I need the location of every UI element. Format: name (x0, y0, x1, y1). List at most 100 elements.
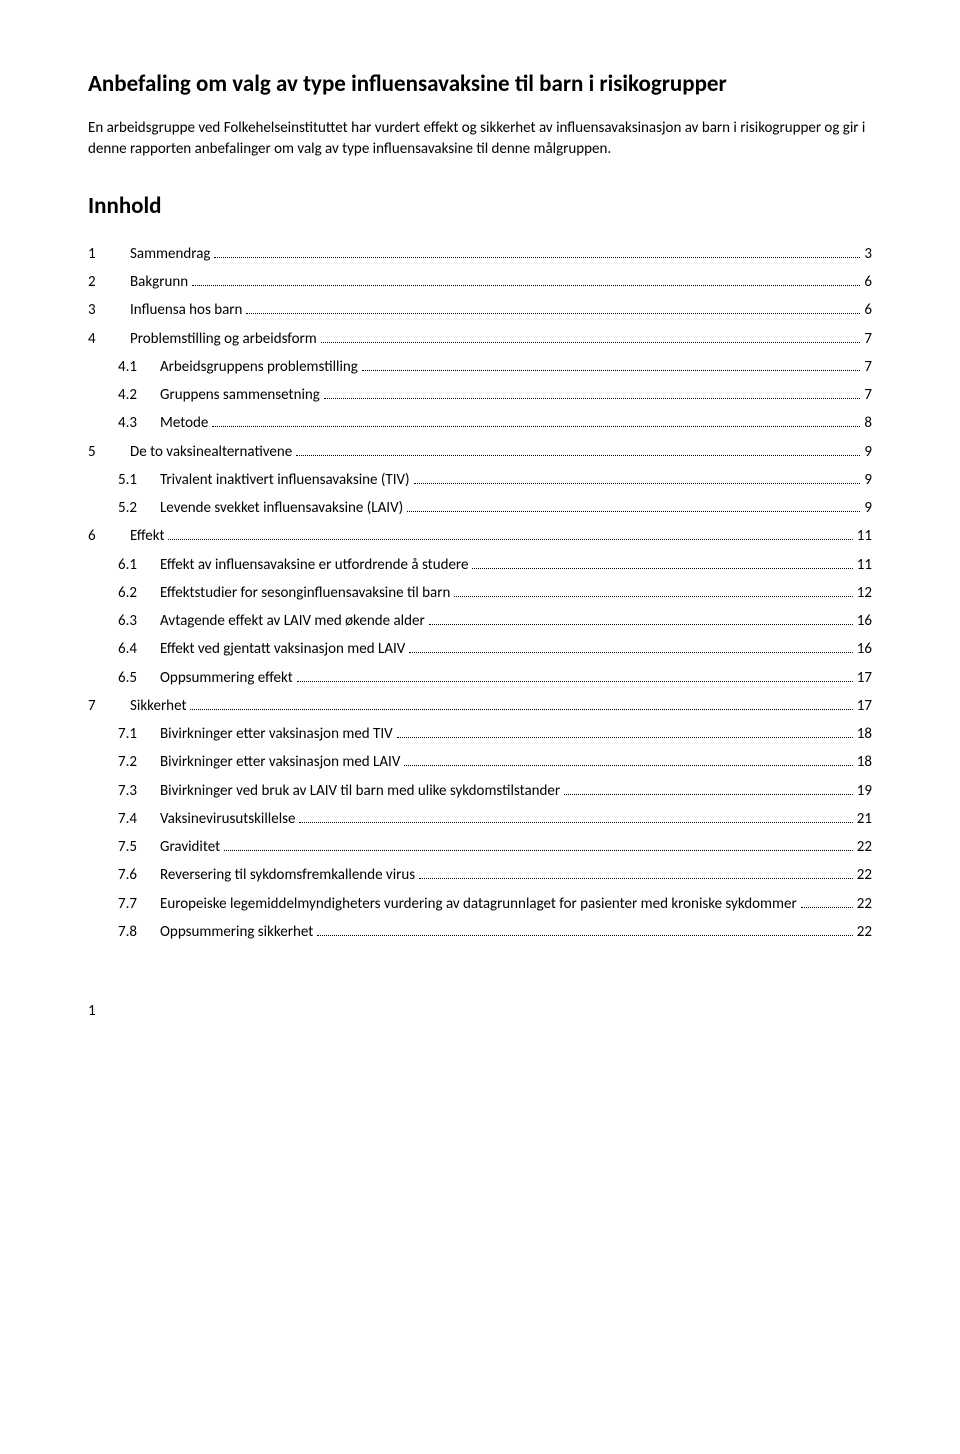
toc-leader-dots (246, 313, 860, 314)
toc-entry-page: 9 (864, 498, 872, 518)
toc-leader-dots (317, 935, 853, 936)
contents-heading: Innhold (88, 192, 872, 220)
toc-leader-dots (324, 398, 861, 399)
toc-entry-label: Bakgrunn (130, 272, 188, 292)
toc-entry-label: De to vaksinealternativene (130, 442, 292, 462)
toc-entry-number: 7 (88, 696, 130, 716)
toc-entry-label: Influensa hos barn (130, 300, 242, 320)
toc-entry-label: Bivirkninger ved bruk av LAIV til barn m… (160, 781, 560, 801)
toc-entry: 7.3Bivirkninger ved bruk av LAIV til bar… (88, 781, 872, 801)
toc-entry-page: 18 (857, 724, 872, 744)
toc-entry-page: 17 (857, 696, 872, 716)
toc-entry: 7.7Europeiske legemiddelmyndigheters vur… (88, 894, 872, 914)
toc-entry-number: 7.6 (118, 865, 160, 885)
toc-leader-dots (472, 568, 852, 569)
toc-leader-dots (404, 765, 852, 766)
toc-entry-number: 5 (88, 442, 130, 462)
toc-entry-number: 7.4 (118, 809, 160, 829)
toc-leader-dots (321, 342, 861, 343)
toc-entry: 4.3Metode8 (88, 413, 872, 433)
toc-entry: 7.6Reversering til sykdomsfremkallende v… (88, 865, 872, 885)
toc-entry-page: 7 (864, 385, 872, 405)
toc-entry-number: 6 (88, 526, 130, 546)
document-title: Anbefaling om valg av type influensavaks… (88, 70, 872, 100)
toc-entry-label: Gruppens sammensetning (160, 385, 320, 405)
toc-leader-dots (409, 652, 852, 653)
toc-entry-label: Reversering til sykdomsfremkallende viru… (160, 865, 415, 885)
toc-leader-dots (212, 426, 860, 427)
toc-entry: 6.5Oppsummering effekt17 (88, 668, 872, 688)
toc-entry-label: Effekt av influensavaksine er utfordrend… (160, 555, 468, 575)
toc-entry-label: Levende svekket influensavaksine (LAIV) (160, 498, 403, 518)
toc-entry-number: 4 (88, 329, 130, 349)
toc-entry-label: Bivirkninger etter vaksinasjon med LAIV (160, 752, 400, 772)
toc-entry-number: 7.2 (118, 752, 160, 772)
toc-entry-page: 6 (864, 272, 872, 292)
toc-entry-page: 22 (857, 922, 872, 942)
toc-leader-dots (296, 455, 860, 456)
toc-entry-number: 6.4 (118, 639, 160, 659)
toc-leader-dots (297, 681, 853, 682)
toc-leader-dots (454, 596, 852, 597)
toc-entry-page: 22 (857, 894, 872, 914)
toc-leader-dots (224, 850, 853, 851)
toc-entry-page: 9 (864, 470, 872, 490)
toc-leader-dots (397, 737, 853, 738)
toc-entry-page: 21 (857, 809, 872, 829)
toc-leader-dots (299, 822, 852, 823)
toc-entry: 4.2Gruppens sammensetning7 (88, 385, 872, 405)
toc-entry-number: 5.2 (118, 498, 160, 518)
toc-entry-number: 4.1 (118, 357, 160, 377)
toc-entry-label: Graviditet (160, 837, 220, 857)
toc-entry-label: Oppsummering sikkerhet (160, 922, 313, 942)
toc-leader-dots (168, 539, 852, 540)
toc-entry: 7.2Bivirkninger etter vaksinasjon med LA… (88, 752, 872, 772)
toc-entry-number: 7.5 (118, 837, 160, 857)
toc-entry: 7Sikkerhet17 (88, 696, 872, 716)
page-number: 1 (88, 1002, 872, 1020)
toc-entry-number: 7.3 (118, 781, 160, 801)
toc-entry-number: 6.5 (118, 668, 160, 688)
toc-entry-label: Effektstudier for sesonginfluensavaksine… (160, 583, 450, 603)
toc-leader-dots (407, 511, 860, 512)
toc-entry: 3Influensa hos barn6 (88, 300, 872, 320)
toc-entry-label: Avtagende effekt av LAIV med økende alde… (160, 611, 425, 631)
toc-entry-page: 22 (857, 837, 872, 857)
toc-entry-page: 7 (864, 357, 872, 377)
toc-entry: 5.1Trivalent inaktivert influensavaksine… (88, 470, 872, 490)
toc-entry-page: 11 (857, 555, 872, 575)
toc-entry-label: Problemstilling og arbeidsform (130, 329, 317, 349)
toc-entry-page: 19 (857, 781, 872, 801)
toc-entry-number: 6.1 (118, 555, 160, 575)
toc-entry: 6.3Avtagende effekt av LAIV med økende a… (88, 611, 872, 631)
toc-entry: 7.5Graviditet 22 (88, 837, 872, 857)
toc-entry-label: Metode (160, 413, 208, 433)
toc-entry-number: 6.3 (118, 611, 160, 631)
toc-leader-dots (190, 709, 852, 710)
toc-entry-page: 16 (857, 611, 872, 631)
toc-entry-label: Europeiske legemiddelmyndigheters vurder… (160, 894, 797, 914)
toc-entry: 2Bakgrunn 6 (88, 272, 872, 292)
toc-leader-dots (214, 257, 860, 258)
toc-entry-number: 1 (88, 244, 130, 264)
toc-entry-page: 18 (857, 752, 872, 772)
toc-entry-page: 12 (857, 583, 872, 603)
toc-entry: 7.1Bivirkninger etter vaksinasjon med TI… (88, 724, 872, 744)
toc-entry-number: 2 (88, 272, 130, 292)
toc-entry-label: Effekt (130, 526, 164, 546)
toc-leader-dots (564, 794, 853, 795)
toc-entry-label: Effekt ved gjentatt vaksinasjon med LAIV (160, 639, 405, 659)
toc-entry-page: 16 (857, 639, 872, 659)
toc-entry-page: 11 (857, 526, 872, 546)
toc-leader-dots (419, 878, 853, 879)
toc-entry: 6.4Effekt ved gjentatt vaksinasjon med L… (88, 639, 872, 659)
toc-entry: 6Effekt 11 (88, 526, 872, 546)
toc-entry-number: 5.1 (118, 470, 160, 490)
toc-entry-number: 7.8 (118, 922, 160, 942)
toc-entry-label: Sammendrag (130, 244, 210, 264)
toc-entry-number: 4.3 (118, 413, 160, 433)
toc-entry-page: 6 (864, 300, 872, 320)
toc-entry: 1Sammendrag3 (88, 244, 872, 264)
toc-entry-page: 22 (857, 865, 872, 885)
toc-entry: 7.8Oppsummering sikkerhet 22 (88, 922, 872, 942)
